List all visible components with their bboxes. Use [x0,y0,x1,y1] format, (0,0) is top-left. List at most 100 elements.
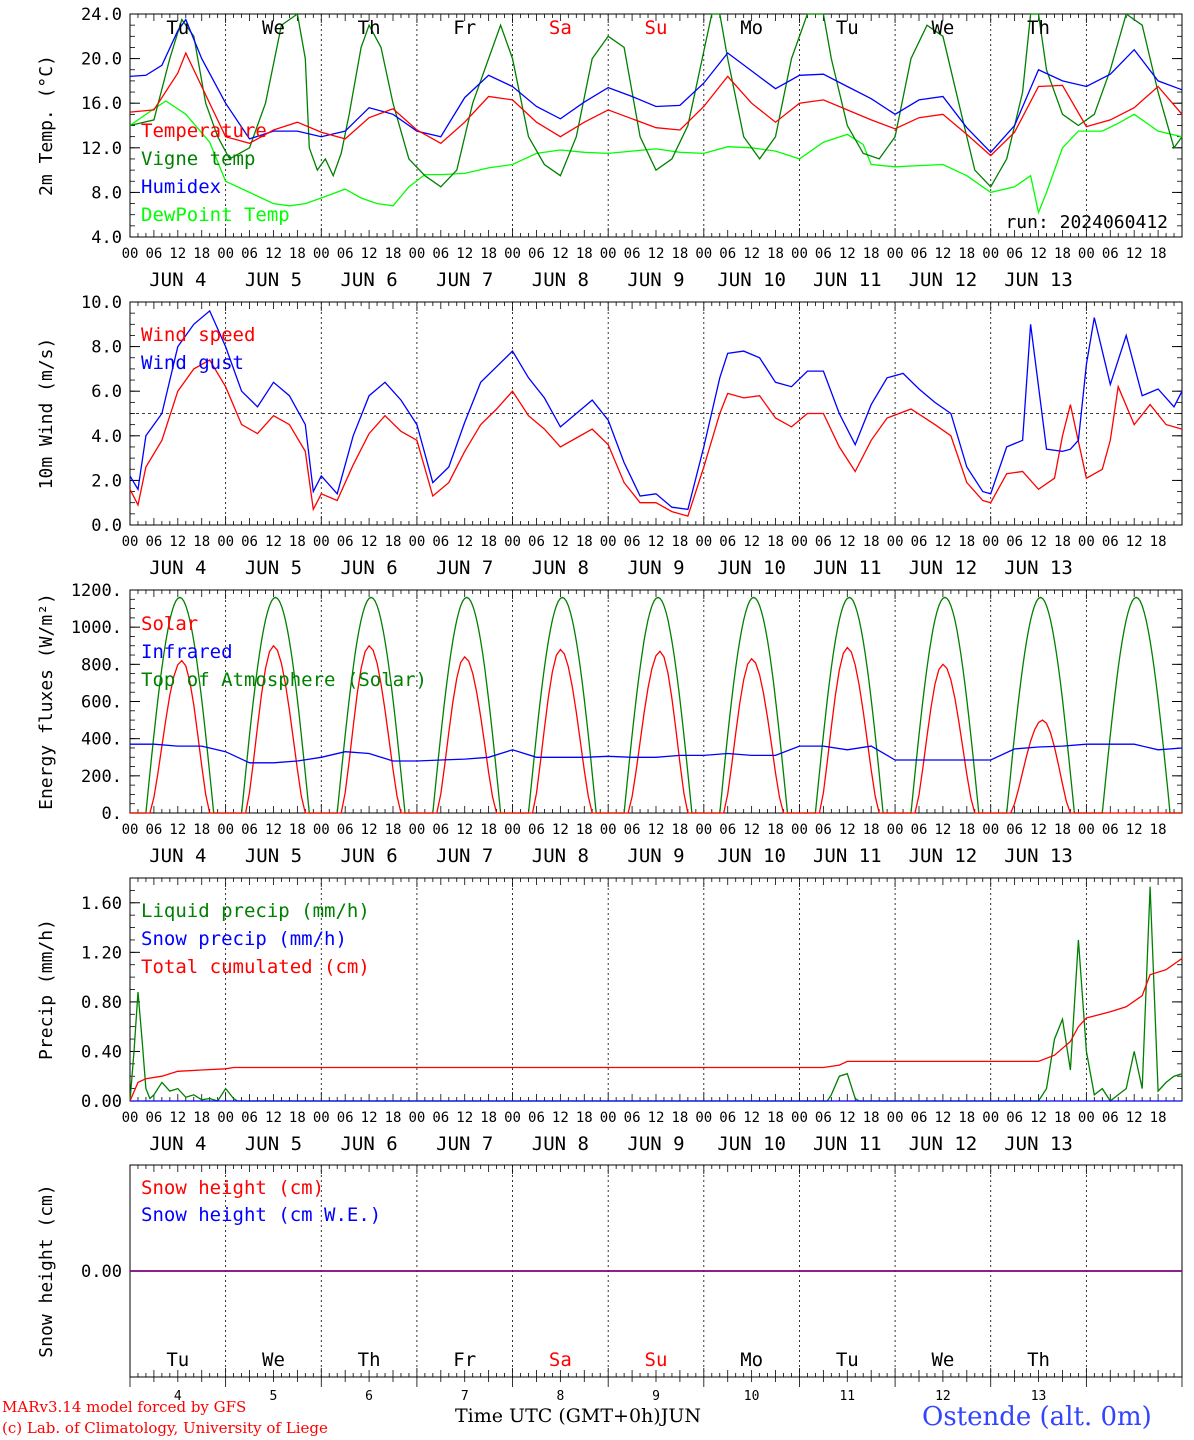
x-hour-label: 06 [528,822,545,838]
time-axis-title: Time UTC (GMT+0h)JUN [455,1405,701,1427]
x-hour-label: 18 [1054,822,1071,838]
y-tick-label: 0.00 [81,1092,122,1112]
x-hour-label: 18 [576,534,593,550]
x-date-label: JUN 13 [1004,1133,1073,1155]
x-hour-label: 00 [313,1110,330,1126]
x-hour-label: 00 [122,246,139,262]
y-tick-label: 200. [81,767,122,787]
x-hour-label: 06 [241,534,258,550]
x-hour-label: 06 [528,1110,545,1126]
x-hour-label: 06 [911,1110,928,1126]
x-date-label: JUN 9 [627,1133,684,1155]
x-hour-label: 06 [241,822,258,838]
x-date-label: JUN 11 [813,845,882,867]
x-hour-label: 18 [958,246,975,262]
x-hour-label: 06 [815,534,832,550]
weekday-label: Th [1027,1349,1050,1371]
lab-credit: (c) Lab. of Climatology, University of L… [2,1419,328,1437]
y-tick-label: 1000. [71,618,122,638]
x-date-label: JUN 5 [245,557,302,579]
x-date-label: JUN 4 [149,557,206,579]
x-hour-label: 00 [122,822,139,838]
x-hour-label: 12 [169,1110,186,1126]
x-hour-label: 06 [337,822,354,838]
x-hour-label: 06 [1006,822,1023,838]
x-hour-label: 18 [385,1110,402,1126]
x-hour-label: 00 [408,1110,425,1126]
x-date-label: JUN 11 [813,1133,882,1155]
x-hour-label: 00 [122,534,139,550]
y-tick-label: 16.0 [81,94,122,114]
x-hour-label: 12 [552,1110,569,1126]
y-axis-label: Snow height (cm) [36,1184,57,1357]
weekday-label: Su [645,1349,668,1371]
x-hour-label: 06 [337,534,354,550]
x-hour-label: 00 [982,1110,999,1126]
x-date-label: JUN 8 [532,557,589,579]
x-hour-label: 00 [600,246,617,262]
x-hour-label: 00 [1078,1110,1095,1126]
legend-solar: Solar [141,613,198,635]
series-humidex [129,18,1183,154]
x-hour-label: 00 [1078,822,1095,838]
x-date-label: JUN 7 [436,269,493,291]
legend-snow-height-cm: Snow height (cm) [141,1177,324,1199]
x-hour-label: 00 [408,534,425,550]
x-hour-label: 18 [480,534,497,550]
weekday-label: Th [358,1349,381,1371]
x-hour-label: 00 [408,246,425,262]
month-label: JUN [660,1405,701,1427]
x-hour-label: 06 [815,1110,832,1126]
legend-wind-gust: Wind gust [141,352,244,374]
weekday-label: Tu [166,17,189,39]
x-hour-label: 12 [552,246,569,262]
x-date-label: JUN 9 [627,845,684,867]
x-hour-label: 06 [337,1110,354,1126]
y-tick-label: 0.0 [91,516,122,536]
x-hour-label: 18 [767,246,784,262]
x-hour-label: 18 [193,1110,210,1126]
x-hour-label: 12 [456,822,473,838]
y-tick-label: 0. [102,804,122,824]
x-hour-label: 12 [839,1110,856,1126]
x-hour-label: 18 [767,1110,784,1126]
day-number-label: 6 [365,1389,373,1404]
x-date-label: JUN 10 [717,845,786,867]
legend-temperature: Temperature [141,120,267,142]
legend-dewpoint-temp: DewPoint Temp [141,204,290,226]
x-hour-label: 06 [719,822,736,838]
x-hour-label: 12 [456,1110,473,1126]
x-hour-label: 00 [600,534,617,550]
x-hour-label: 18 [289,1110,306,1126]
legend-snow-precip-mm-h: Snow precip (mm/h) [141,928,347,950]
x-hour-label: 12 [839,246,856,262]
x-hour-label: 00 [695,534,712,550]
weekday-label: Sa [549,1349,572,1371]
x-hour-label: 00 [887,534,904,550]
x-date-label: JUN 12 [909,845,978,867]
x-hour-label: 18 [671,1110,688,1126]
day-number-label: 4 [174,1389,182,1404]
x-hour-label: 18 [863,1110,880,1126]
x-hour-label: 06 [241,246,258,262]
x-hour-label: 18 [385,534,402,550]
x-hour-label: 06 [145,246,162,262]
day-number-label: 7 [461,1389,469,1404]
x-hour-label: 00 [791,822,808,838]
x-hour-label: 06 [432,1110,449,1126]
x-hour-label: 18 [193,822,210,838]
x-hour-label: 18 [1150,246,1167,262]
x-hour-label: 12 [648,822,665,838]
x-hour-label: 00 [695,246,712,262]
x-hour-label: 18 [385,822,402,838]
y-tick-label: 1.60 [81,894,122,914]
x-date-label: JUN 10 [717,557,786,579]
x-hour-label: 00 [504,534,521,550]
x-hour-label: 00 [887,246,904,262]
series-temperature [129,51,1183,157]
x-hour-label: 06 [241,1110,258,1126]
x-hour-label: 00 [122,1110,139,1126]
x-hour-label: 18 [289,534,306,550]
y-tick-label: 24.0 [81,5,122,25]
day-number-label: 10 [744,1389,760,1404]
